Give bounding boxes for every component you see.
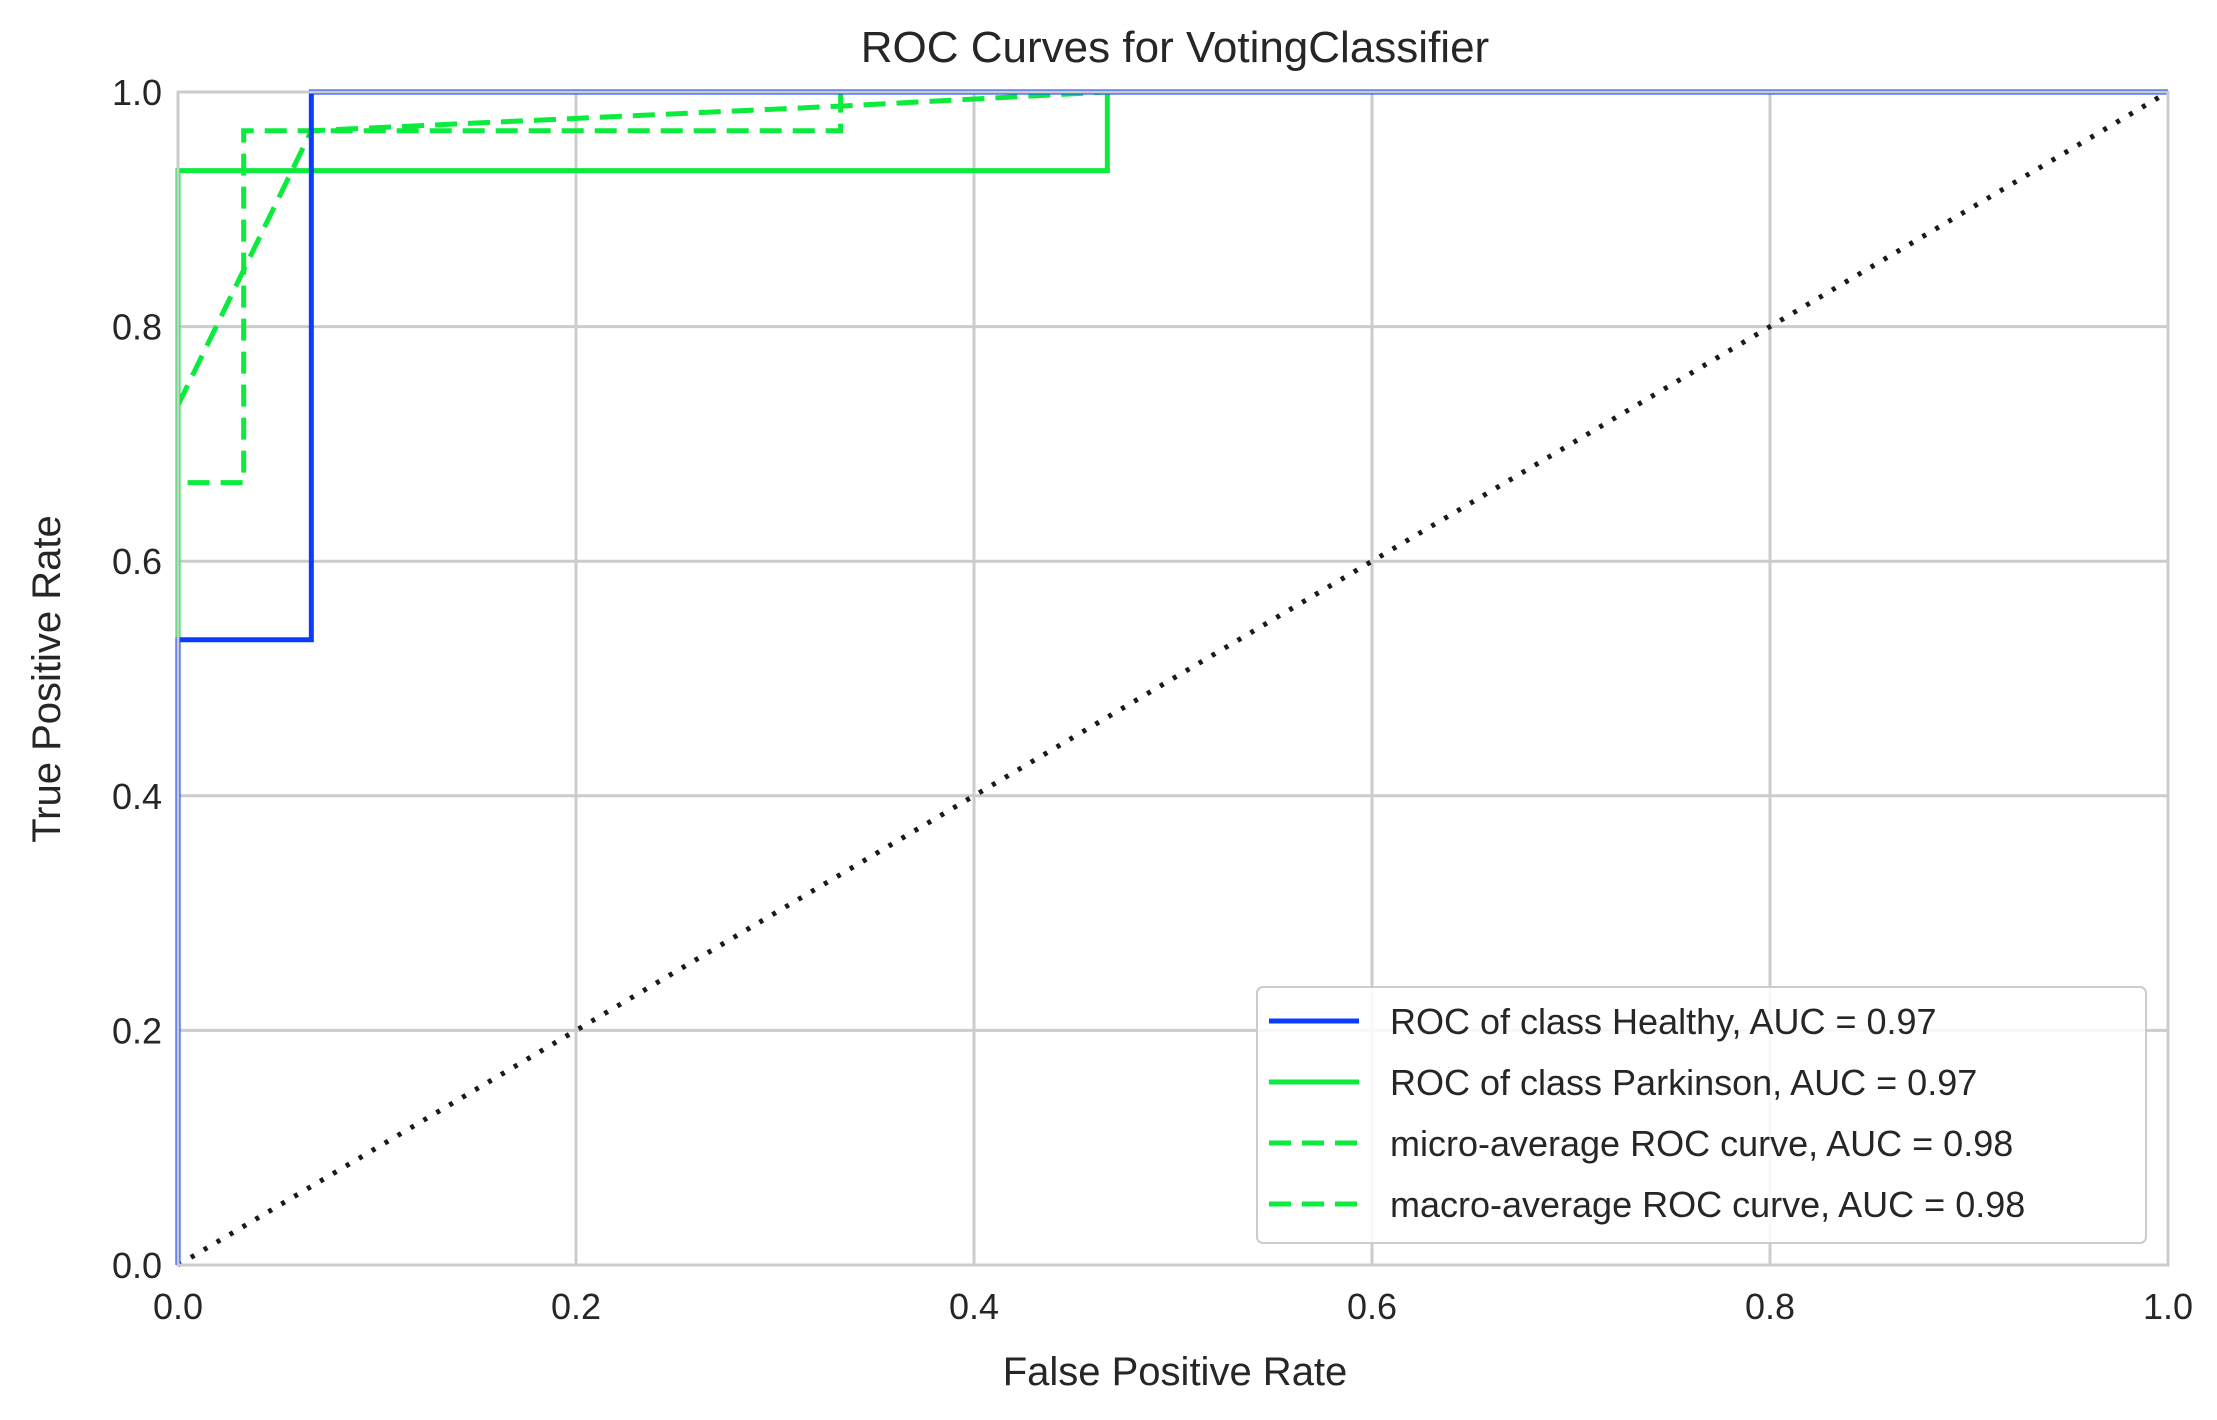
legend-label-3: macro-average ROC curve, AUC = 0.98: [1390, 1184, 2025, 1225]
x-tick-label-1: 0.2: [551, 1286, 601, 1327]
legend-label-0: ROC of class Healthy, AUC = 0.97: [1390, 1001, 1937, 1042]
legend-box: [1256, 986, 2147, 1244]
y-tick-label-2: 0.4: [112, 776, 162, 817]
x-tick-label-0: 0.0: [153, 1286, 203, 1327]
legend-label-1: ROC of class Parkinson, AUC = 0.97: [1390, 1062, 1977, 1103]
y-tick-label-1: 0.2: [112, 1010, 162, 1051]
plot-frame: [176, 90, 2170, 1267]
x-tick-label-2: 0.4: [949, 1286, 999, 1327]
y-tick-label-4: 0.8: [112, 307, 162, 348]
y-axis-label: True Positive Rate: [25, 515, 69, 843]
series-line-3: [175, 89, 2168, 407]
x-axis-label: False Positive Rate: [1003, 1350, 1348, 1394]
tick-labels: 0.0 0.2 0.4 0.6 0.8 1.0 0.0 0.2 0.4 0.6 0.8 1.0: [112, 72, 2193, 1327]
legend-label-2: micro-average ROC curve, AUC = 0.98: [1390, 1123, 2013, 1164]
x-tick-label-3: 0.6: [1347, 1286, 1397, 1327]
x-tick-label-5: 1.0: [2143, 1286, 2193, 1327]
y-tick-label-3: 0.6: [112, 541, 162, 582]
chart-title: ROC Curves for VotingClassifier: [861, 23, 1489, 72]
y-tick-label-0: 0.0: [112, 1245, 162, 1286]
x-tick-label-4: 0.8: [1745, 1286, 1795, 1327]
legend: ROC of class Healthy, AUC = 0.97 ROC of c…: [1256, 986, 2147, 1244]
y-tick-label-5: 1.0: [112, 72, 162, 113]
